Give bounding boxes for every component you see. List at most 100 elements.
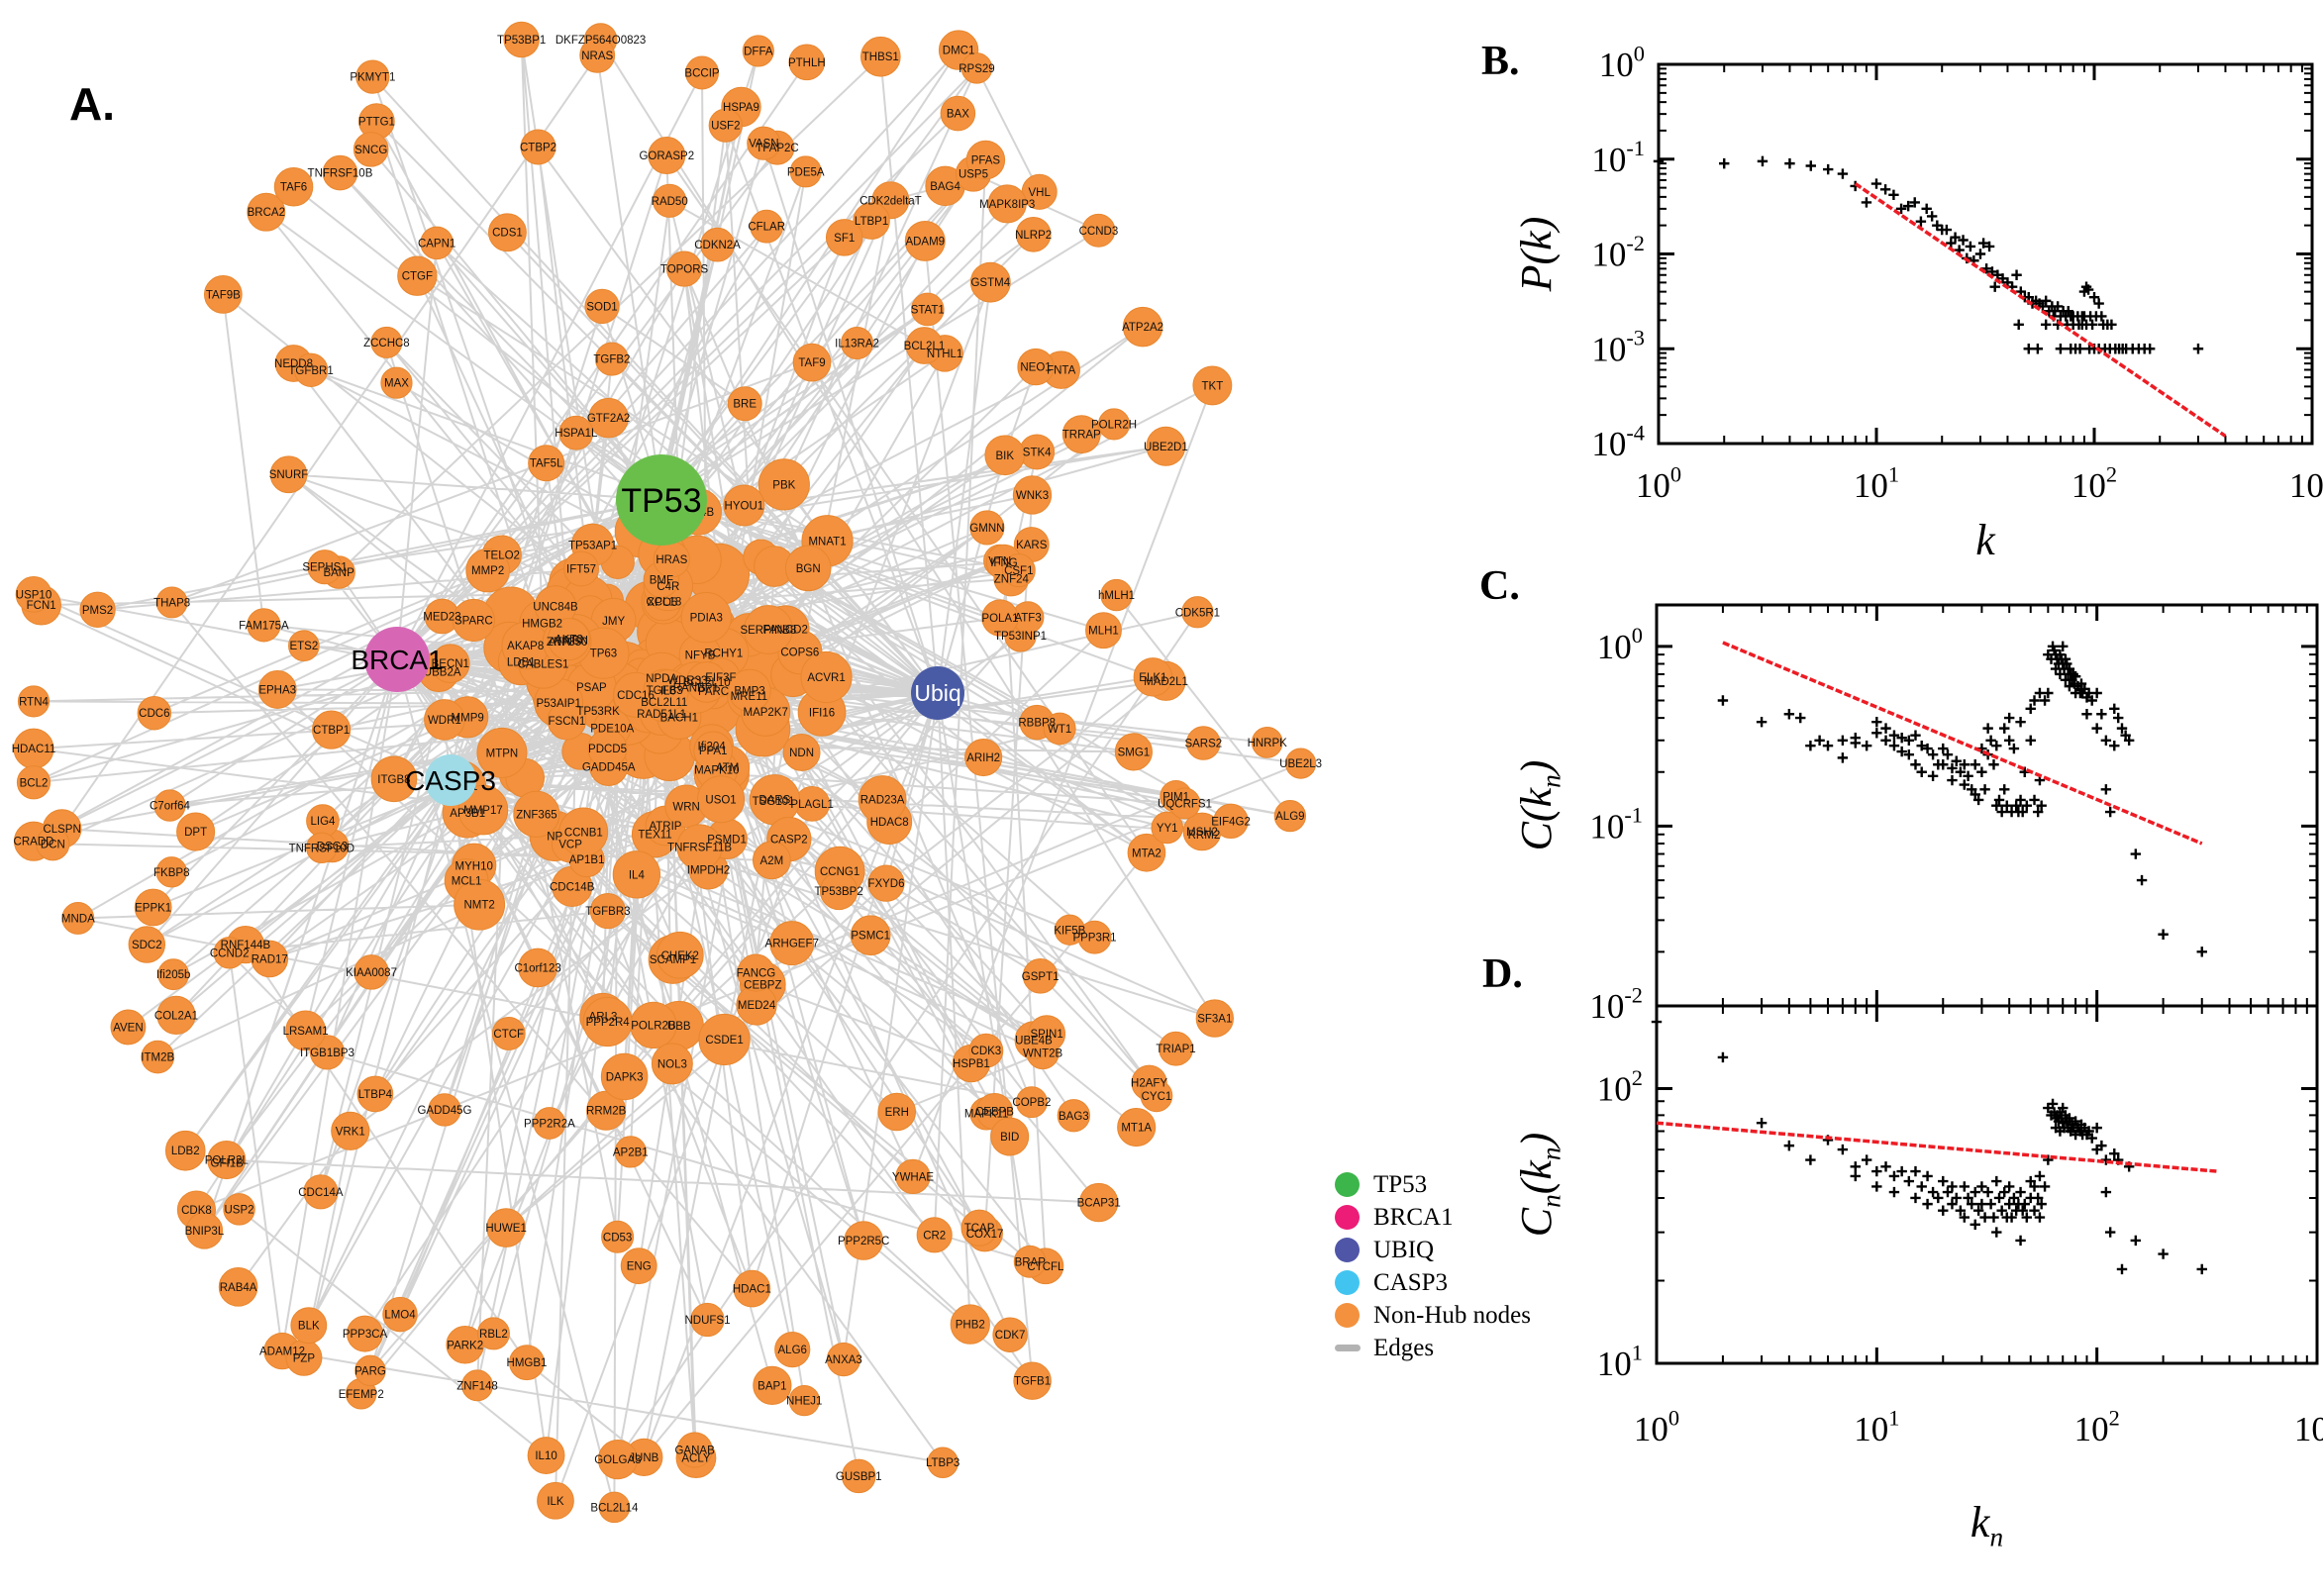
network-node-label: A2M xyxy=(760,855,784,867)
network-node-label: VRK1 xyxy=(336,1126,365,1138)
network-node xyxy=(218,1267,258,1307)
network-node-label: NDN xyxy=(789,748,814,759)
network-node xyxy=(965,140,1006,180)
network-node xyxy=(665,250,703,287)
network-node xyxy=(853,202,890,240)
network-node-label: PDE5A xyxy=(787,166,825,178)
network-node xyxy=(153,789,186,822)
network-node xyxy=(354,1354,386,1387)
network-node xyxy=(600,1052,649,1101)
network-node-label: CDK3 xyxy=(971,1046,1002,1057)
network-node xyxy=(322,154,358,191)
network-node-label: GMNN xyxy=(969,523,1004,535)
network-node xyxy=(769,921,815,966)
network-node xyxy=(594,342,629,376)
network-node-label: NHEJ1 xyxy=(786,1396,822,1408)
network-node-label: NRAS xyxy=(581,50,613,62)
network-node xyxy=(370,326,403,358)
network-node xyxy=(1017,348,1055,386)
network-node xyxy=(527,1437,565,1474)
network-node-label: SOD1 xyxy=(586,301,617,313)
network-node xyxy=(960,52,993,84)
network-node-label: UNC84B xyxy=(533,601,578,613)
network-node xyxy=(1140,1079,1173,1113)
network-node xyxy=(859,36,901,77)
network-node-label: SARS2 xyxy=(1184,738,1222,749)
network-node-label: HYOU1 xyxy=(725,500,764,512)
network-node-label: PPP2R4 xyxy=(586,1017,631,1029)
network-nodes xyxy=(13,21,1317,1524)
legend-label: UBIQ xyxy=(1373,1237,1435,1263)
tick-label: 100 xyxy=(1599,41,1645,84)
network-node-label: BCCIP xyxy=(684,68,719,80)
network-node xyxy=(207,1141,247,1180)
network-node xyxy=(904,220,946,261)
network-node xyxy=(647,669,689,712)
legend-item: UBIQ xyxy=(1335,1234,1531,1266)
hub-node-ubiq xyxy=(911,666,964,720)
network-node-label: VASN xyxy=(749,139,778,150)
network-node-label: ANXA3 xyxy=(825,1354,862,1366)
network-node-label: ITGB1BP3 xyxy=(300,1047,354,1059)
network-node-label: TGFBR1 xyxy=(288,365,333,377)
network-node-label: COX17 xyxy=(966,1229,1004,1241)
network-node xyxy=(1151,811,1184,845)
network-node xyxy=(1133,657,1173,697)
fit-line xyxy=(1722,641,2203,846)
network-node-label: GSPT1 xyxy=(1022,971,1060,983)
network-node xyxy=(1098,408,1131,441)
network-node xyxy=(79,591,116,628)
network-node xyxy=(486,1208,526,1247)
network-node-label: USO1 xyxy=(705,794,736,806)
network-node-label: BECN1 xyxy=(432,658,469,670)
network-node-label: IL4 xyxy=(629,869,646,881)
network-node-label: POLR2B xyxy=(631,1020,676,1032)
network-node-label: MYH10 xyxy=(455,860,493,872)
network-node-label: ETS2 xyxy=(289,641,318,652)
network-node xyxy=(620,1247,657,1285)
network-node-label: TP53RK xyxy=(576,706,620,718)
network-node xyxy=(1213,803,1249,840)
network-node-label: hMLH1 xyxy=(1098,590,1135,602)
network-node-label: ZCCHC8 xyxy=(363,338,410,349)
network-node-label: SERPINB8 xyxy=(740,625,796,637)
network-node xyxy=(563,550,599,587)
network-node-label: MCL1 xyxy=(452,875,482,887)
network-node-label: TP63 xyxy=(590,648,618,660)
network-node xyxy=(697,775,746,824)
network-node xyxy=(582,996,633,1047)
network-node-label: SPARC xyxy=(454,615,493,627)
network-node xyxy=(742,35,774,67)
network-node xyxy=(987,184,1027,224)
network-node xyxy=(598,1491,631,1524)
legend-label: TP53 xyxy=(1373,1171,1428,1198)
tick-label: 10-1 xyxy=(1591,136,1645,179)
network-node-label: CDC14B xyxy=(550,881,595,893)
network-node xyxy=(1077,920,1112,954)
network-node-label: THAP8 xyxy=(153,597,190,609)
network-node xyxy=(1195,999,1234,1038)
network-node-label: TKT xyxy=(1202,380,1224,392)
network-node-label: NEDD8 xyxy=(274,358,313,370)
network-node-label: IL6 xyxy=(660,685,676,697)
network-node-label: FKBP8 xyxy=(153,867,189,879)
network-node-label: USF2 xyxy=(711,121,740,133)
network-node-label: AP3B1 xyxy=(450,808,485,820)
network-node xyxy=(753,1365,792,1405)
network-node-label: RPS29 xyxy=(959,63,994,75)
network-node-label: MNAT1 xyxy=(808,536,846,548)
network-node-label: BANP xyxy=(323,567,354,579)
network-node-label: MAD2L1 xyxy=(1144,676,1188,688)
network-node-label: FANCD2 xyxy=(763,625,808,637)
network-node-label: TAF6 xyxy=(280,182,307,194)
network-node-label: DSG3 xyxy=(317,841,348,852)
network-node xyxy=(185,1212,224,1249)
network-node-label: MT1A xyxy=(1121,1123,1152,1135)
network-node-label: BCL2 xyxy=(20,777,49,789)
major-ticks xyxy=(1655,1006,2319,1365)
network-node-label: YY1 xyxy=(1157,823,1178,835)
tick-label: 10-1 xyxy=(1589,803,1643,847)
panel-b-label: B. xyxy=(1481,39,1520,84)
network-node xyxy=(15,576,52,613)
